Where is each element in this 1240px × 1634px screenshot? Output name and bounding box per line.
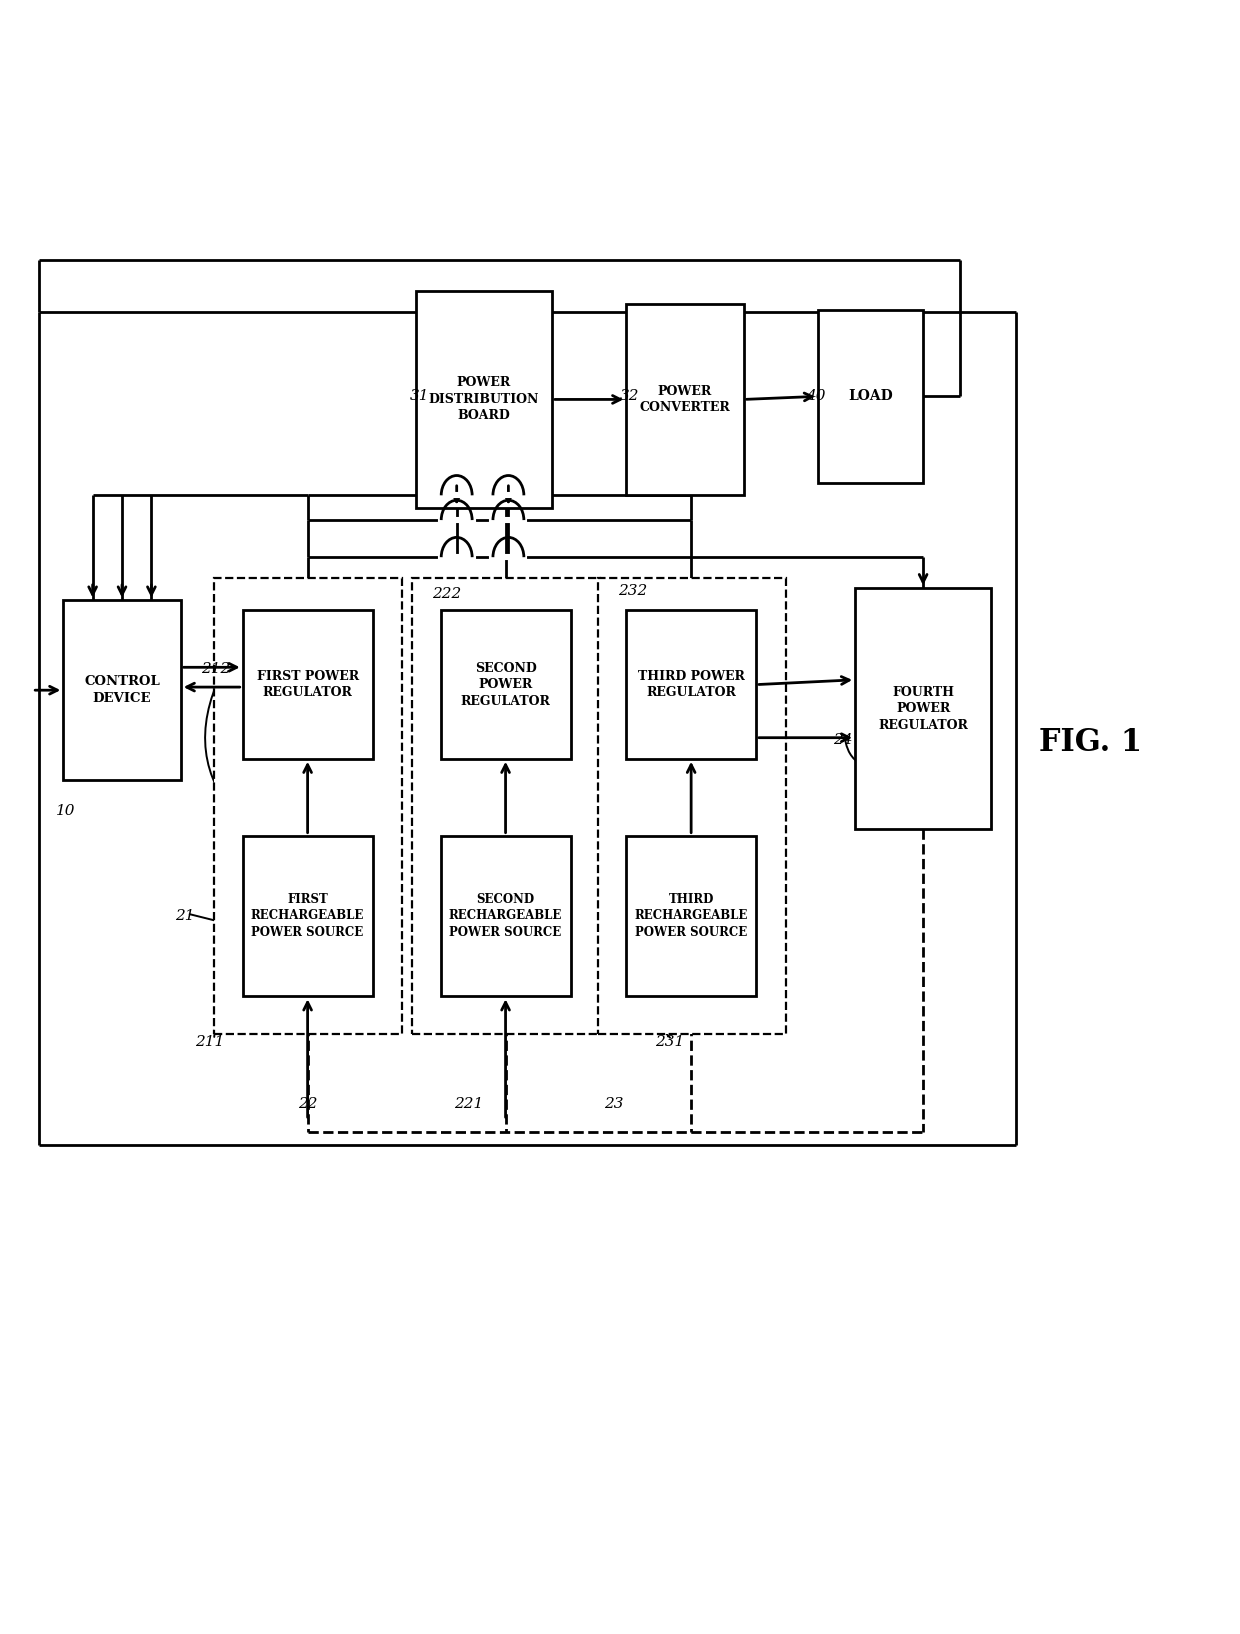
FancyBboxPatch shape xyxy=(856,588,991,830)
Text: 32: 32 xyxy=(620,389,640,404)
Text: FIRST POWER
REGULATOR: FIRST POWER REGULATOR xyxy=(257,670,358,699)
Text: 232: 232 xyxy=(618,583,647,598)
FancyBboxPatch shape xyxy=(440,835,570,997)
Text: THIRD
RECHARGEABLE
POWER SOURCE: THIRD RECHARGEABLE POWER SOURCE xyxy=(635,892,748,940)
Text: LOAD: LOAD xyxy=(848,389,893,404)
FancyBboxPatch shape xyxy=(243,611,372,758)
FancyBboxPatch shape xyxy=(626,304,744,495)
Text: 40: 40 xyxy=(806,389,826,404)
Text: POWER
DISTRIBUTION
BOARD: POWER DISTRIBUTION BOARD xyxy=(429,376,539,423)
FancyBboxPatch shape xyxy=(215,578,402,1034)
Text: 23: 23 xyxy=(604,1096,624,1111)
Text: 222: 222 xyxy=(433,587,461,601)
Text: 21: 21 xyxy=(175,909,195,923)
Text: 10: 10 xyxy=(56,804,76,817)
FancyBboxPatch shape xyxy=(243,835,372,997)
Text: 221: 221 xyxy=(454,1096,484,1111)
Text: 24: 24 xyxy=(833,734,852,747)
Text: 212: 212 xyxy=(201,662,231,675)
Text: FIRST
RECHARGEABLE
POWER SOURCE: FIRST RECHARGEABLE POWER SOURCE xyxy=(250,892,365,940)
FancyBboxPatch shape xyxy=(626,611,756,758)
Text: SECOND
RECHARGEABLE
POWER SOURCE: SECOND RECHARGEABLE POWER SOURCE xyxy=(449,892,562,940)
FancyBboxPatch shape xyxy=(598,578,786,1034)
FancyBboxPatch shape xyxy=(63,600,181,779)
Text: 31: 31 xyxy=(409,389,429,404)
Text: FIG. 1: FIG. 1 xyxy=(1039,727,1142,758)
Text: POWER
CONVERTER: POWER CONVERTER xyxy=(640,384,730,413)
Text: CONTROL
DEVICE: CONTROL DEVICE xyxy=(84,675,160,704)
Text: SECOND
POWER
REGULATOR: SECOND POWER REGULATOR xyxy=(460,662,551,708)
Text: 211: 211 xyxy=(195,1036,224,1049)
Text: 22: 22 xyxy=(299,1096,317,1111)
Text: FOURTH
POWER
REGULATOR: FOURTH POWER REGULATOR xyxy=(878,686,968,732)
FancyBboxPatch shape xyxy=(440,611,570,758)
Text: THIRD POWER
REGULATOR: THIRD POWER REGULATOR xyxy=(637,670,744,699)
FancyBboxPatch shape xyxy=(818,310,923,484)
FancyBboxPatch shape xyxy=(412,578,600,1034)
FancyBboxPatch shape xyxy=(626,835,756,997)
FancyBboxPatch shape xyxy=(415,291,552,508)
Text: 231: 231 xyxy=(655,1036,684,1049)
